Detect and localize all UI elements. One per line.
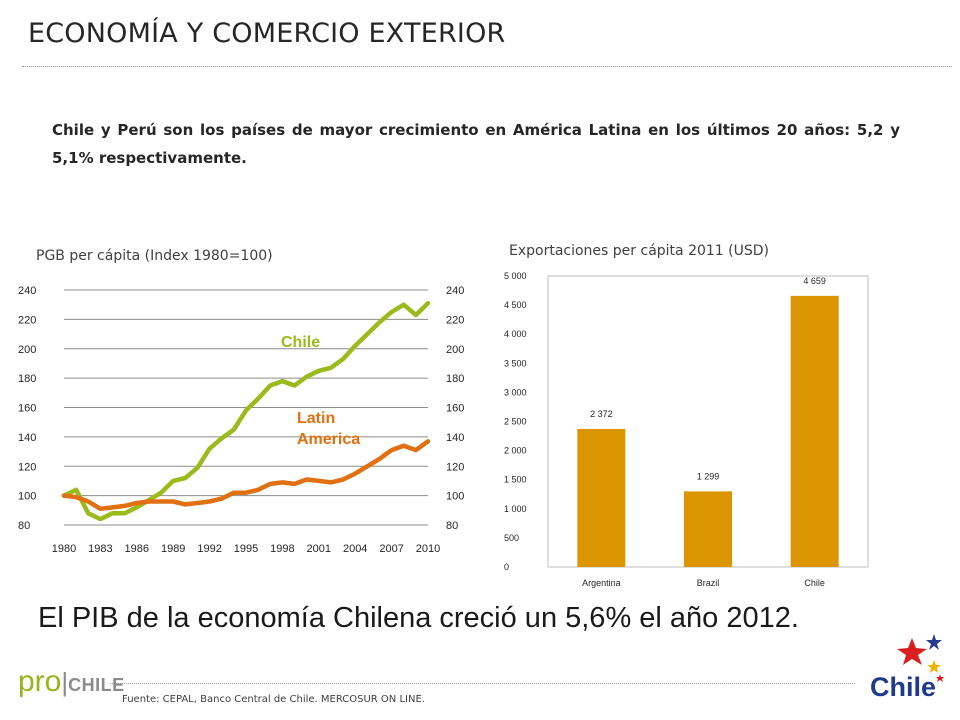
bar-brazil (684, 491, 732, 567)
chile-logo-text: Chile (870, 672, 936, 702)
x-tick-label: 2004 (343, 543, 367, 555)
yellow-star-icon (927, 660, 941, 673)
blue-star-icon (926, 634, 942, 650)
y-tick-label: 0 (504, 562, 509, 572)
line-chart: 80 80 100 100 120 120 140 140 160 160 180 180 200 200… (18, 285, 464, 555)
x-tick-label: Chile (804, 578, 825, 588)
y-tick-label-right: 200 (446, 344, 464, 356)
y-tick-label: 1 500 (504, 475, 527, 485)
series-label: Chile (281, 334, 320, 351)
y-tick-label-left: 240 (18, 285, 36, 297)
red-star-icon (897, 638, 927, 665)
x-tick-label: 2001 (307, 543, 331, 555)
y-tick-label: 5 000 (504, 271, 527, 281)
x-tick-label: 1989 (161, 543, 185, 555)
bar-chile (790, 295, 839, 567)
y-tick-label-left: 100 (18, 491, 36, 503)
x-tick-label: 1998 (270, 543, 294, 555)
logo-separator: | (61, 667, 69, 697)
y-tick-label-right: 100 (446, 491, 464, 503)
y-tick-label: 4 500 (504, 300, 527, 310)
x-tick-label: Brazil (697, 578, 720, 588)
series-line-latin-america (61, 439, 431, 512)
data-label: 2 372 (590, 409, 613, 419)
footer-divider (110, 683, 855, 684)
bar-chart-title: Exportaciones per cápita 2011 (USD) (509, 243, 769, 259)
y-tick-label: 1 000 (504, 504, 527, 514)
y-tick-label: 2 500 (504, 417, 527, 427)
headline-text: El PIB de la economía Chilena creció un … (38, 602, 799, 634)
y-tick-label-right: 120 (446, 461, 464, 473)
x-tick-label: 1986 (125, 543, 149, 555)
line-chart-title: PGB per cápita (Index 1980=100) (36, 248, 273, 264)
data-label: 4 659 (803, 276, 826, 286)
page-title: ECONOMÍA Y COMERCIO EXTERIOR (28, 18, 506, 49)
y-tick-label-left: 220 (18, 314, 36, 326)
y-tick-label-right: 160 (446, 403, 464, 415)
data-label: 1 299 (697, 471, 720, 481)
logo-pro-text: pro (18, 665, 62, 698)
y-tick-label-left: 160 (18, 403, 36, 415)
y-tick-label-left: 140 (18, 432, 36, 444)
x-tick-label: 1983 (88, 543, 112, 555)
series-label: Latin (297, 410, 335, 427)
y-tick-label-left: 200 (18, 344, 36, 356)
y-tick-label-left: 120 (18, 461, 36, 473)
prochile-logo: pro|CHILE (18, 665, 125, 699)
y-tick-label: 3 500 (504, 358, 527, 368)
small-red-star-icon (936, 674, 944, 682)
y-tick-label: 4 000 (504, 329, 527, 339)
y-tick-label-right: 80 (446, 520, 458, 532)
x-tick-label: 1980 (52, 543, 76, 555)
x-tick-label: 1992 (197, 543, 221, 555)
y-tick-label: 3 000 (504, 387, 527, 397)
y-tick-label: 500 (504, 533, 519, 543)
y-tick-label-right: 240 (446, 285, 464, 297)
source-note: Fuente: CEPAL, Banco Central de Chile. M… (122, 694, 425, 705)
lead-paragraph: Chile y Perú son los países de mayor cre… (52, 121, 900, 167)
series-label: America (297, 431, 360, 448)
bar-argentina (577, 428, 626, 567)
y-tick-label-left: 180 (18, 373, 36, 385)
y-tick-label: 2 000 (504, 446, 527, 456)
x-tick-label: Argentina (582, 578, 621, 588)
y-tick-label-right: 220 (446, 314, 464, 326)
logo-chile-text: CHILE (68, 675, 125, 695)
y-tick-label-right: 140 (446, 432, 464, 444)
bar-chart: 0 500 1 000 1 500 2 000 2 500 3 000 3 500 4 000 4… (504, 271, 869, 588)
chile-brand-logo: Chile (870, 634, 944, 702)
title-divider (22, 66, 952, 67)
y-tick-label-right: 180 (446, 373, 464, 385)
series-line-chile (61, 300, 431, 522)
x-tick-label: 2010 (416, 543, 440, 555)
y-tick-label-left: 80 (18, 520, 30, 532)
x-tick-label: 1995 (234, 543, 258, 555)
x-tick-label: 2007 (379, 543, 403, 555)
